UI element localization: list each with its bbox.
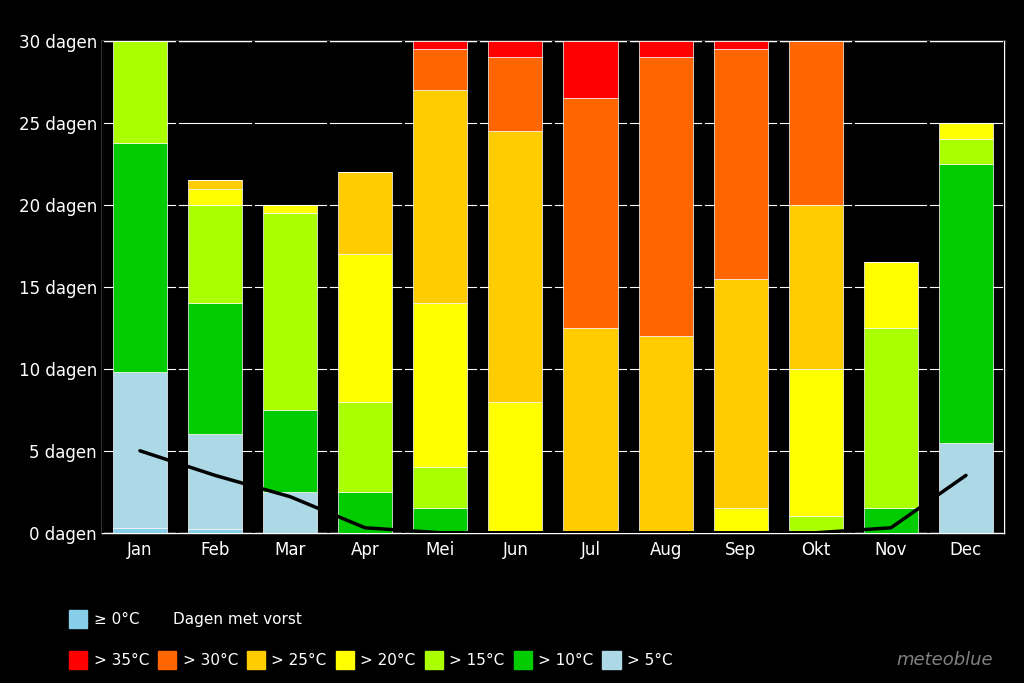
Bar xyxy=(188,303,242,434)
Text: meteoblue: meteoblue xyxy=(897,652,993,669)
Bar xyxy=(488,57,543,131)
Bar xyxy=(488,131,543,402)
Bar xyxy=(864,262,918,328)
Bar xyxy=(414,41,467,49)
Bar xyxy=(263,410,317,492)
Bar xyxy=(188,434,242,529)
Bar xyxy=(188,180,242,189)
Bar xyxy=(414,303,467,467)
Bar xyxy=(639,336,692,533)
Bar xyxy=(263,205,317,213)
Bar xyxy=(188,529,242,533)
Bar xyxy=(113,41,167,143)
Bar xyxy=(788,516,843,533)
Bar xyxy=(414,508,467,533)
Bar xyxy=(338,172,392,254)
Bar xyxy=(714,49,768,279)
Bar xyxy=(788,369,843,516)
Bar xyxy=(864,328,918,508)
Bar xyxy=(414,90,467,303)
Bar xyxy=(714,279,768,508)
Bar xyxy=(864,508,918,533)
Bar xyxy=(113,372,167,528)
Bar xyxy=(338,254,392,402)
Legend: ≥ 0°C, Dagen met vorst: ≥ 0°C, Dagen met vorst xyxy=(69,610,302,628)
Bar xyxy=(263,213,317,410)
Bar xyxy=(939,443,993,533)
Bar xyxy=(939,164,993,443)
Bar xyxy=(414,49,467,90)
Bar xyxy=(338,492,392,533)
Bar xyxy=(563,328,617,533)
Bar xyxy=(939,139,993,164)
Bar xyxy=(188,205,242,303)
Bar xyxy=(263,492,317,533)
Bar xyxy=(714,41,768,49)
Bar xyxy=(639,57,692,336)
Bar xyxy=(338,402,392,492)
Bar xyxy=(188,189,242,205)
Bar xyxy=(488,402,543,533)
Bar xyxy=(488,41,543,57)
Bar xyxy=(414,467,467,508)
Bar xyxy=(113,528,167,533)
Bar xyxy=(939,123,993,139)
Bar xyxy=(639,41,692,57)
Bar xyxy=(563,41,617,98)
Bar xyxy=(714,508,768,533)
Bar xyxy=(563,98,617,328)
Bar xyxy=(788,205,843,369)
Bar xyxy=(788,41,843,205)
Legend: > 35°C, > 30°C, > 25°C, > 20°C, > 15°C, > 10°C, > 5°C: > 35°C, > 30°C, > 25°C, > 20°C, > 15°C, … xyxy=(69,651,673,669)
Bar xyxy=(113,143,167,372)
